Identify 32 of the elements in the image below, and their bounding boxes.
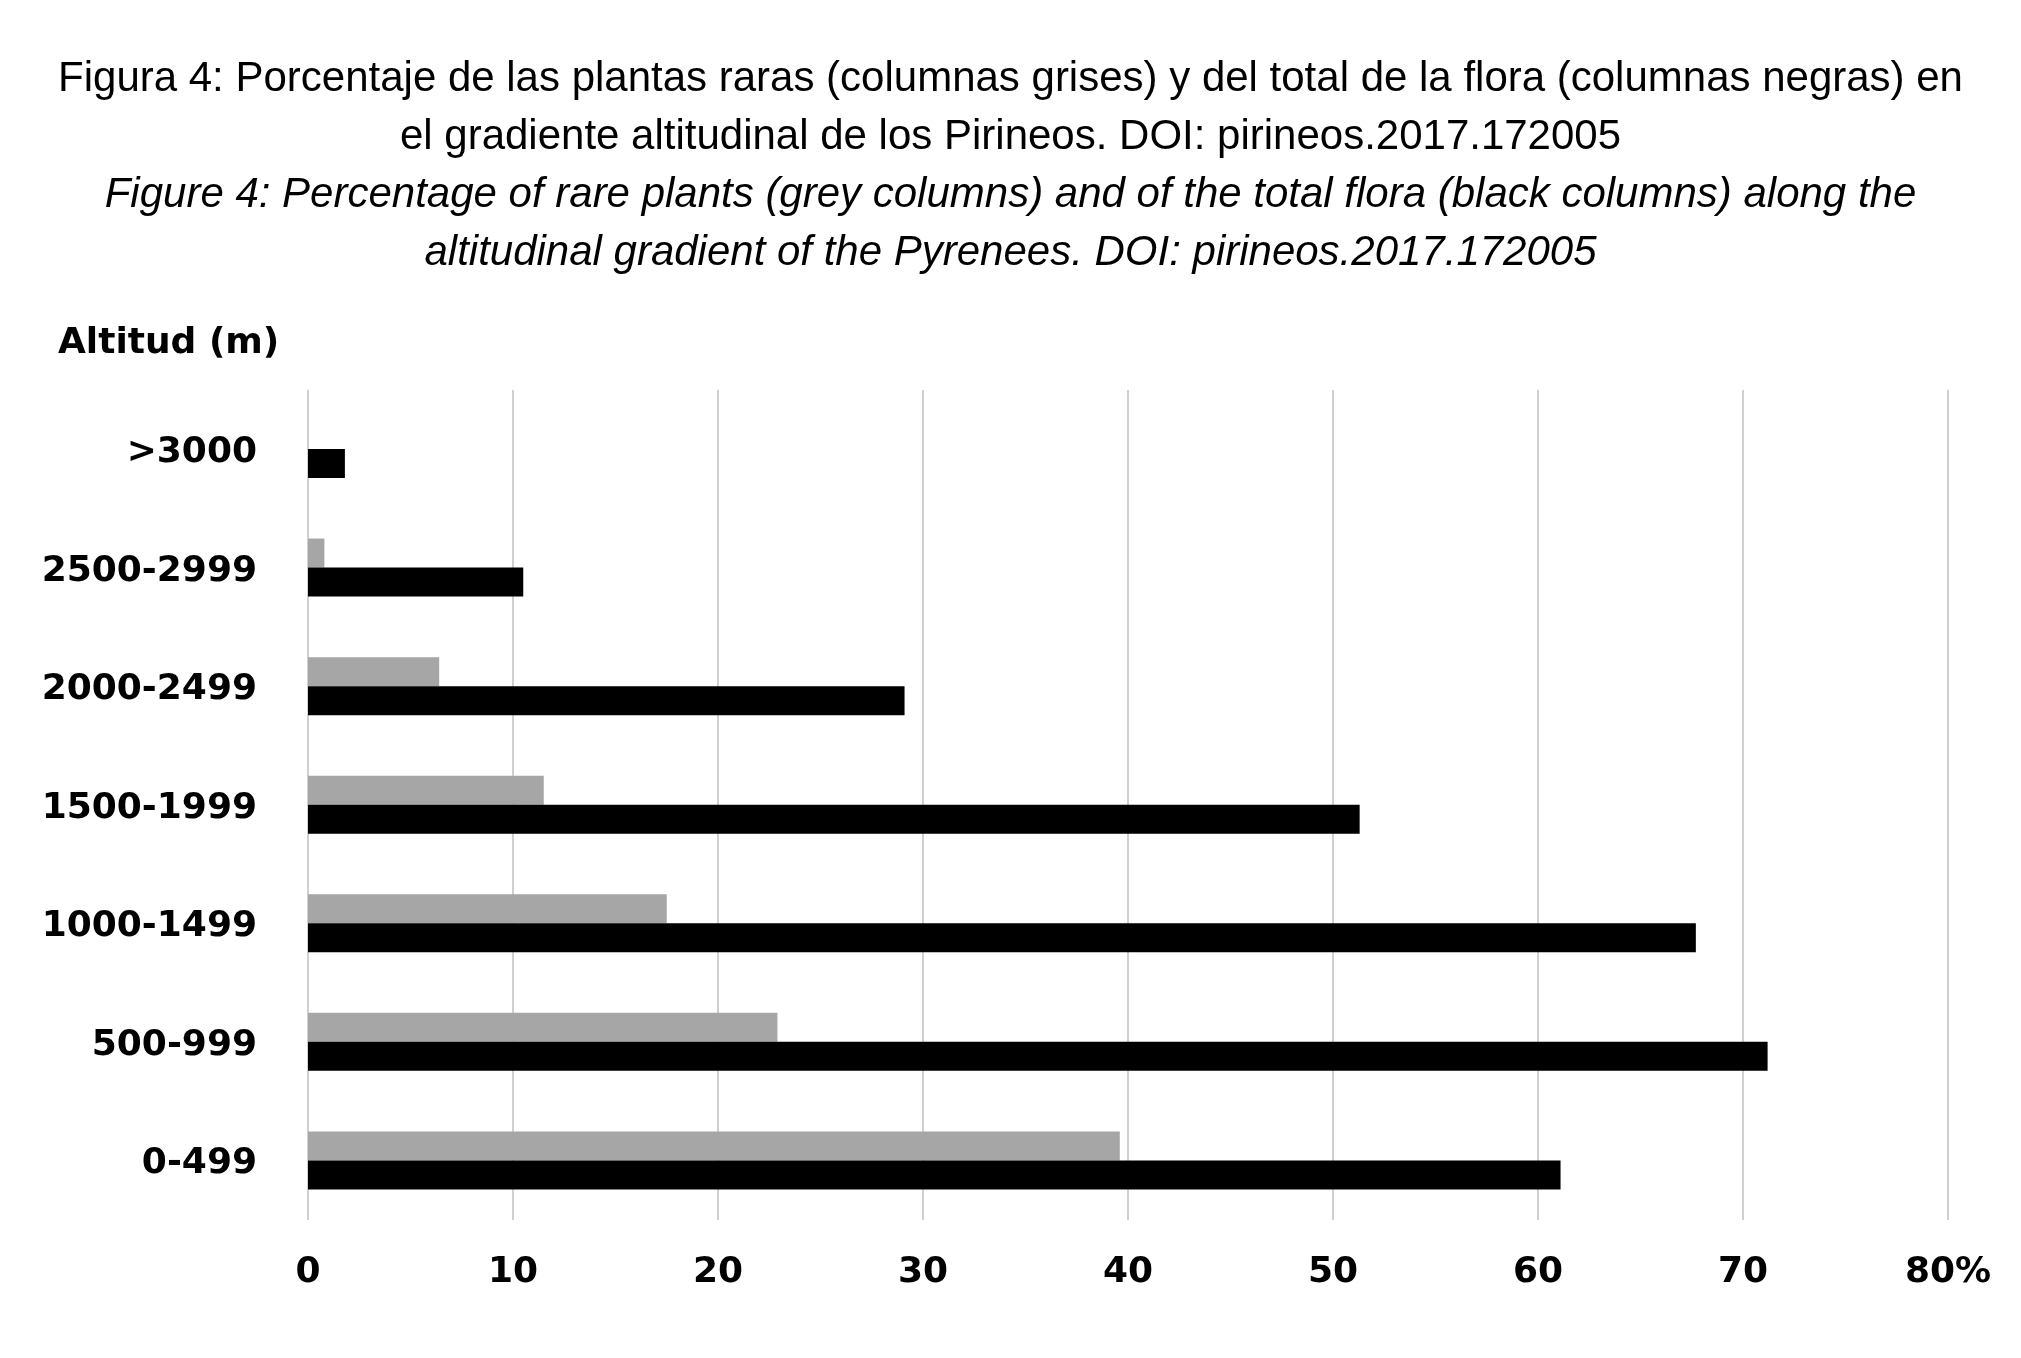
x-tick-label: 80% [1904,1248,1992,1290]
y-tick-label: >3000 [126,429,257,471]
y-tick-label: 0-499 [141,1140,257,1182]
bar [308,1012,778,1042]
bar [308,923,1696,953]
x-tick-label: 20 [692,1248,744,1290]
y-tick-label: 1000-1499 [41,903,257,945]
x-tick-label: 0 [295,1248,321,1290]
bar [308,1131,1120,1161]
y-tick-label: 500-999 [91,1021,257,1063]
bar [308,538,325,568]
x-tick-label: 50 [1307,1248,1359,1290]
bar [308,449,345,478]
x-tick-label: 70 [1717,1248,1769,1290]
bar [308,657,440,687]
x-tick-label: 60 [1512,1248,1564,1290]
x-tick-label: 40 [1102,1248,1154,1290]
bar [308,1160,1561,1190]
chart-subtitle: Figure 4: Percentage of rare plants (grey columns) and of the total flora (black columns) along the altitudinal gradient of the Pyrenees. DOI: pirineos.2017.172005 [103,168,1918,276]
chart-title: Figura 4: Porcentaje de las plantas raras (columnas grises) y del total de la flora (columnas negras) en el gradiente altitudinal de los Pirineos. DOI: pirineos.2017.172005 [57,52,1964,160]
bar [308,686,905,716]
bar [308,894,667,924]
x-tick-label: 30 [897,1248,949,1290]
y-tick-label: 2500-2999 [41,547,257,589]
x-tick-label: 10 [487,1248,539,1290]
bar [308,775,544,805]
y-tick-label: 2000-2499 [41,666,257,708]
y-axis-title: Altitud (m) [58,320,280,361]
bar [308,567,524,597]
bar [308,1041,1768,1071]
bar [308,804,1360,834]
y-tick-label: 1500-1999 [41,784,257,826]
